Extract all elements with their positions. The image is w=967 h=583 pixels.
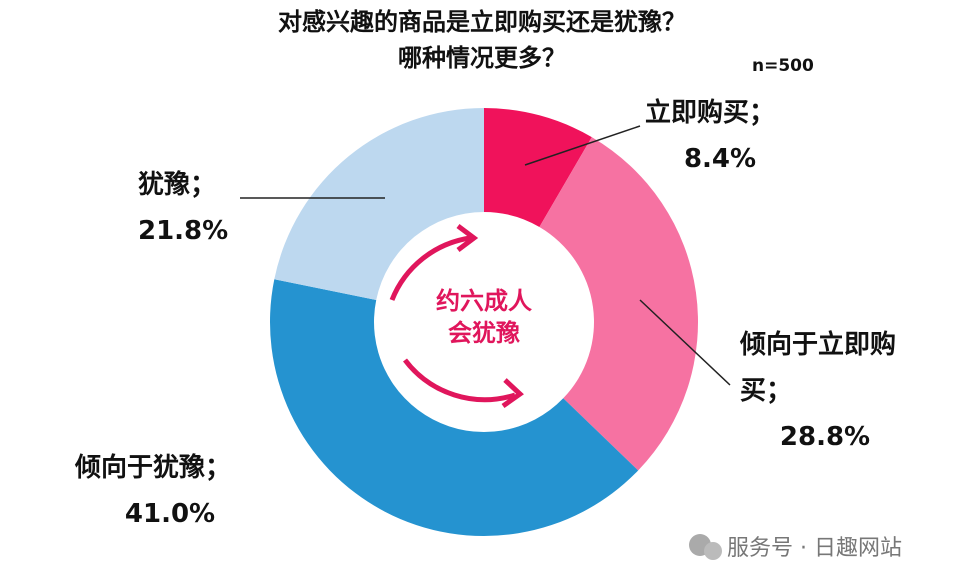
slice-label: 倾向于立即购买； 28.8% [740, 322, 910, 460]
value-label: 8.4% [683, 144, 757, 174]
arrow-head [456, 224, 479, 252]
category-label: 倾向于犹豫； [75, 453, 232, 483]
arrow-arc [403, 358, 516, 403]
donut-slice [274, 108, 484, 301]
slice-label: 倾向于犹豫； 41.0% [75, 445, 265, 537]
center-line: 会犹豫 [448, 319, 520, 347]
wechat-icon [704, 542, 722, 560]
value-label: 28.8% [779, 422, 871, 452]
donut-slice [539, 137, 698, 471]
chart-title: 对感兴趣的商品是立即购买还是犹豫？哪种情况更多？ [278, 8, 686, 72]
donut-slice [269, 279, 639, 536]
category-label: 犹豫； [138, 170, 217, 200]
leader-line [639, 299, 731, 386]
arrow-head [501, 378, 524, 409]
value-label: 41.0% [124, 499, 216, 529]
watermark: 服务号 · 日趣网站 [727, 536, 902, 561]
slice-label: 立即购买； 8.4% [645, 90, 795, 182]
category-label: 立即购买； [645, 98, 776, 128]
value-label: 21.8% [138, 216, 229, 246]
center-text: 约六成人 会犹豫 [404, 285, 564, 349]
category-label: 倾向于立即购买； [740, 330, 897, 406]
donut-slice [484, 108, 592, 227]
subtitle: n=500 [752, 56, 814, 76]
slice-label: 犹豫； 21.8% [138, 162, 258, 254]
leader-line [524, 125, 641, 166]
arrow-arc [389, 235, 471, 301]
center-line: 约六成人 [436, 287, 532, 315]
